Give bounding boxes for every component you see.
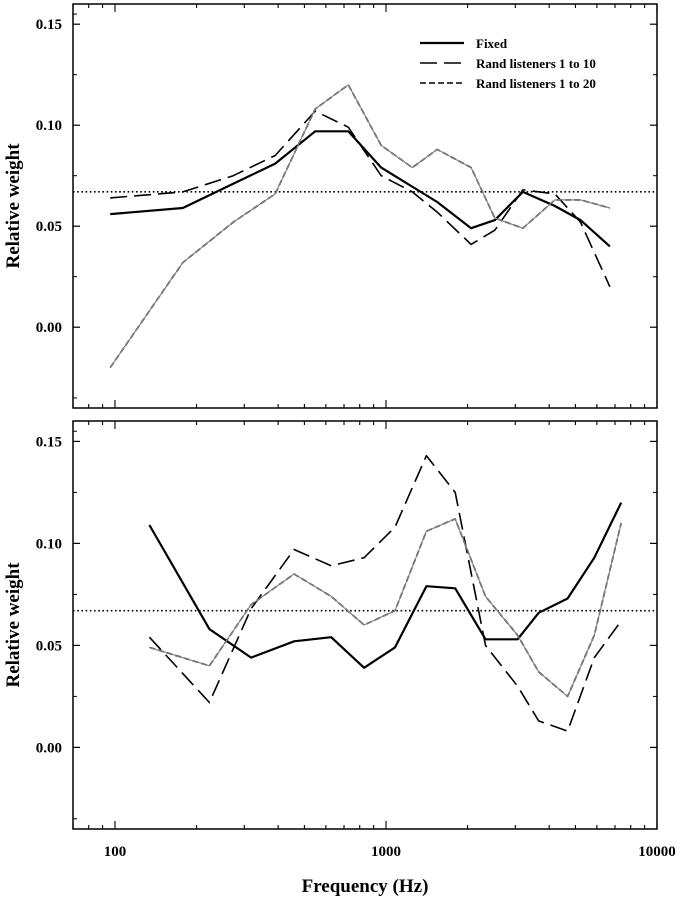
series-line-short-dash: [109, 84, 611, 369]
y-tick-label: 0.00: [36, 740, 62, 756]
legend-label: Rand listeners 1 to 20: [476, 76, 596, 91]
legend-label: Rand listeners 1 to 10: [476, 56, 596, 71]
y-axis-title: Relative weight: [3, 562, 24, 688]
y-tick-label: 0.10: [36, 536, 62, 552]
bottom-panel: 0.00 0.05 0.10 0.15 100 1000 10000 Relative wei…: [3, 421, 676, 860]
x-tick-label: 100: [104, 844, 127, 860]
y-tick-label: 0.00: [36, 320, 62, 336]
x-axis-title: Frequency (Hz): [302, 876, 429, 897]
series-line-shadow: [149, 518, 622, 698]
y-tick-label: 0.15: [36, 434, 62, 450]
panel-frame-top: [72, 3, 658, 409]
y-tick-label: 0.05: [36, 638, 62, 654]
y-axis-title: Relative weight: [3, 143, 24, 269]
legend-label: Fixed: [476, 36, 508, 51]
series-line-solid: [148, 502, 623, 669]
series-line-long-dash: [148, 454, 622, 732]
y-tick-label: 0.05: [36, 219, 62, 235]
x-tick-label: 10000: [638, 844, 676, 860]
series-line-solid: [110, 130, 611, 248]
top-panel: 0.00 0.05 0.10 0.15 Relative weight Fixed Rand…: [3, 4, 658, 408]
series-line-long-dash: [110, 110, 611, 288]
series-line-shadow: [109, 84, 611, 368]
panel-frame-bottom: [72, 420, 658, 830]
y-tick-label: 0.10: [36, 118, 62, 134]
x-tick-label: 1000: [371, 844, 401, 860]
y-tick-label: 0.15: [36, 17, 62, 33]
